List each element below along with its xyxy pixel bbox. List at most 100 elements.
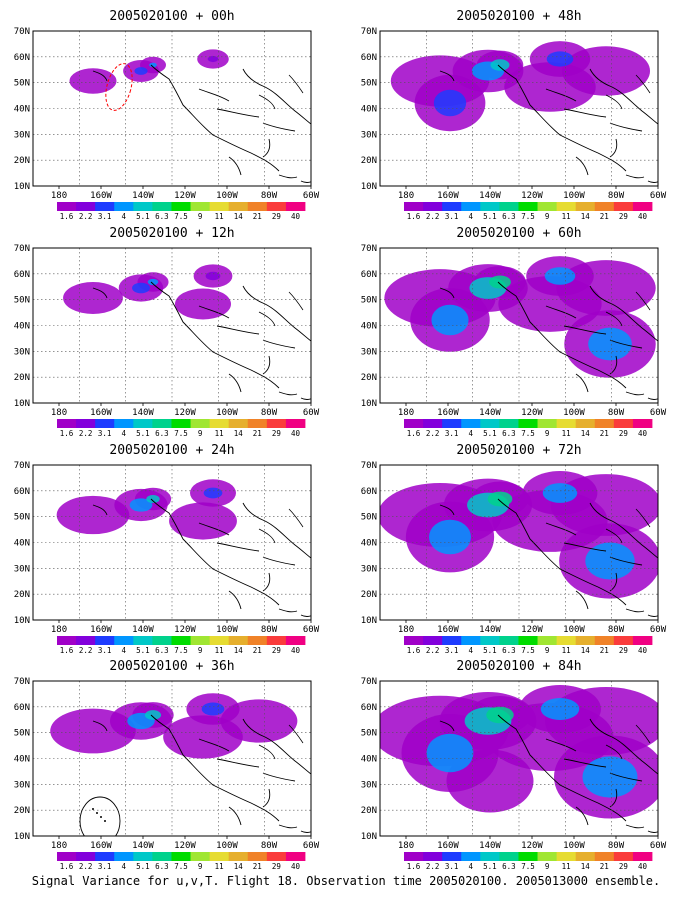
x-tick-label: 180 bbox=[51, 625, 67, 635]
colorbar-label: 6.3 bbox=[155, 429, 169, 438]
colorbar-label: 1.6 bbox=[60, 862, 74, 871]
y-tick-label: 10N bbox=[361, 616, 377, 626]
x-tick-label: 80W bbox=[261, 841, 278, 851]
map-panel: 2005020100 + 60h 180 160W 140W 120W 100W 80W 60… bbox=[361, 226, 667, 438]
colorbar-label: 21 bbox=[600, 646, 609, 655]
colorbar-swatch bbox=[190, 202, 211, 211]
x-tick-label: 180 bbox=[398, 191, 414, 201]
colorbar-swatch bbox=[133, 852, 153, 861]
colorbar-label: 29 bbox=[619, 646, 628, 655]
colorbar-label: 4 bbox=[122, 212, 127, 221]
colorbar-swatch bbox=[95, 852, 115, 861]
colorbar-label: 40 bbox=[291, 212, 301, 221]
colorbar-label: 2.2 bbox=[79, 429, 93, 438]
x-tick-label: 120W bbox=[174, 841, 196, 851]
y-tick-label: 10N bbox=[14, 399, 30, 409]
colorbar-label: 3.1 bbox=[445, 646, 459, 655]
panel-title: 2005020100 + 00h bbox=[109, 9, 234, 24]
colorbar-swatch bbox=[285, 852, 306, 861]
colorbar-swatch bbox=[57, 419, 77, 428]
colorbar-swatch bbox=[461, 419, 481, 428]
y-tick-label: 70N bbox=[361, 27, 377, 37]
colorbar-label: 6.3 bbox=[155, 862, 169, 871]
colorbar-swatch bbox=[228, 852, 249, 861]
colorbar-swatch bbox=[247, 419, 268, 428]
colorbar-swatch bbox=[442, 852, 462, 861]
colorbar-swatch bbox=[266, 202, 287, 211]
colorbar-swatch bbox=[114, 852, 134, 861]
colorbar-swatch bbox=[575, 852, 596, 861]
variance-contour bbox=[540, 698, 580, 720]
colorbar-swatch bbox=[480, 202, 500, 211]
y-tick-label: 30N bbox=[361, 347, 377, 357]
variance-contour bbox=[585, 542, 635, 580]
variance-contour bbox=[433, 89, 467, 117]
x-tick-label: 100W bbox=[563, 408, 585, 418]
x-tick-label: 140W bbox=[479, 841, 501, 851]
colorbar-label: 1.6 bbox=[60, 429, 74, 438]
colorbar-label: 11 bbox=[562, 212, 571, 221]
y-tick-label: 30N bbox=[14, 130, 30, 140]
colorbar-swatch bbox=[613, 419, 634, 428]
x-tick-label: 60W bbox=[303, 625, 320, 635]
colorbar-label: 3.1 bbox=[445, 212, 459, 221]
x-tick-label: 160W bbox=[90, 191, 112, 201]
variance-contour bbox=[146, 494, 160, 504]
colorbar-label: 11 bbox=[215, 429, 224, 438]
y-tick-label: 20N bbox=[361, 806, 377, 816]
colorbar-label: 6.3 bbox=[502, 429, 516, 438]
y-tick-label: 10N bbox=[361, 832, 377, 842]
colorbar-label: 2.2 bbox=[426, 646, 440, 655]
variance-contour bbox=[134, 67, 148, 75]
colorbar-label: 40 bbox=[291, 646, 301, 655]
map-panel: 2005020100 + 12h 180 160W 140W 120W 100W 80W 60… bbox=[14, 226, 320, 438]
variance-field bbox=[50, 693, 311, 836]
colorbar-swatch bbox=[442, 419, 462, 428]
colorbar-label: 9 bbox=[545, 646, 550, 655]
colorbar-swatch bbox=[499, 852, 519, 861]
colorbar-label: 40 bbox=[638, 646, 648, 655]
map-frame bbox=[379, 680, 659, 837]
y-tick-label: 20N bbox=[361, 590, 377, 600]
variance-contour bbox=[582, 756, 638, 798]
colorbar-label: 40 bbox=[291, 862, 301, 871]
colorbar-swatch bbox=[266, 419, 287, 428]
y-tick-label: 50N bbox=[361, 79, 377, 89]
x-tick-label: 80W bbox=[261, 625, 278, 635]
y-tick-label: 10N bbox=[361, 399, 377, 409]
colorbar-label: 2.2 bbox=[426, 862, 440, 871]
colorbar-label: 2.2 bbox=[79, 212, 93, 221]
y-tick-label: 10N bbox=[14, 616, 30, 626]
map-panel: 2005020100 + 36h 180 160W 140W 120W 100W 80W 60… bbox=[14, 659, 320, 871]
x-tick-label: 120W bbox=[174, 408, 196, 418]
y-tick-label: 70N bbox=[361, 677, 377, 687]
colorbar-label: 4 bbox=[469, 646, 474, 655]
y-tick-label: 40N bbox=[14, 755, 30, 765]
x-tick-label: 180 bbox=[398, 408, 414, 418]
colorbar-swatch bbox=[285, 202, 306, 211]
colorbar-swatch bbox=[266, 636, 287, 645]
colorbar-label: 5.1 bbox=[136, 646, 150, 655]
y-tick-label: 70N bbox=[361, 244, 377, 254]
colorbar-label: 11 bbox=[215, 212, 224, 221]
y-tick-label: 20N bbox=[14, 156, 30, 166]
colorbar-swatch bbox=[171, 419, 191, 428]
variance-contour bbox=[56, 495, 130, 535]
variance-contour bbox=[132, 282, 150, 294]
colorbar-label: 3.1 bbox=[445, 862, 459, 871]
colorbar-swatch bbox=[76, 636, 96, 645]
target-region bbox=[105, 63, 133, 111]
colorbar-label: 5.1 bbox=[483, 862, 497, 871]
y-tick-label: 40N bbox=[361, 755, 377, 765]
x-tick-label: 60W bbox=[650, 191, 667, 201]
colorbar-label: 21 bbox=[600, 429, 609, 438]
colorbar-swatch bbox=[152, 202, 172, 211]
colorbar-swatch bbox=[247, 852, 268, 861]
colorbar-label: 7.5 bbox=[521, 646, 535, 655]
y-tick-label: 20N bbox=[14, 590, 30, 600]
colorbar-label: 14 bbox=[581, 429, 591, 438]
x-tick-label: 140W bbox=[132, 408, 154, 418]
colorbar-swatch bbox=[480, 419, 500, 428]
colorbar-swatch bbox=[209, 202, 230, 211]
